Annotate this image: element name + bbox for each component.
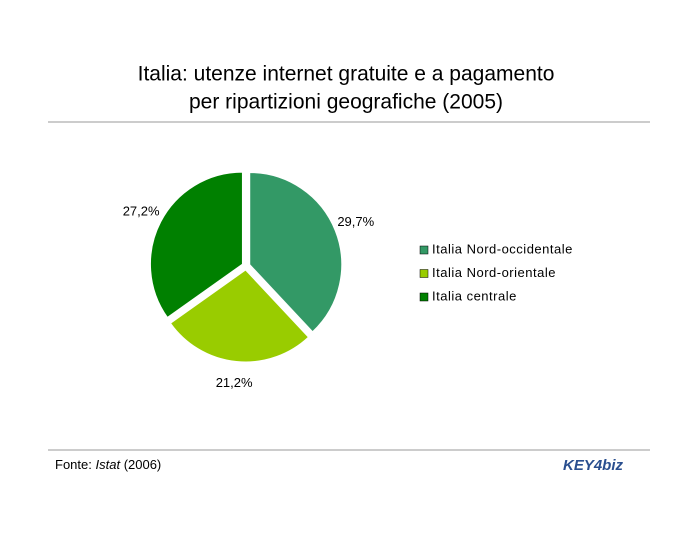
legend-label: Italia Nord-occidentale [432,241,573,256]
chart-title: per ripartizioni geografiche (2005) [189,91,503,114]
chart-title: Italia: utenze internet gratuite e a pag… [138,63,555,86]
legend-swatch [419,269,429,278]
source-year: (2006) [124,457,162,472]
pie-slice [149,171,243,319]
source-name: Istat [95,457,121,472]
source: Fonte: Istat (2006) [55,457,161,472]
pie-slice [169,269,310,363]
logo: KEY4biz [563,457,624,474]
legend-swatch [419,245,429,255]
data-label: 21,2% [216,375,253,390]
data-label: 27,2% [123,203,160,218]
pie-slice [249,172,343,333]
legend-swatch [419,292,429,302]
data-label: 29,7% [337,214,374,229]
source-prefix: Fonte: [55,457,92,472]
legend-label: Italia centrale [432,288,517,303]
legend-label: Italia Nord-orientale [432,265,556,280]
